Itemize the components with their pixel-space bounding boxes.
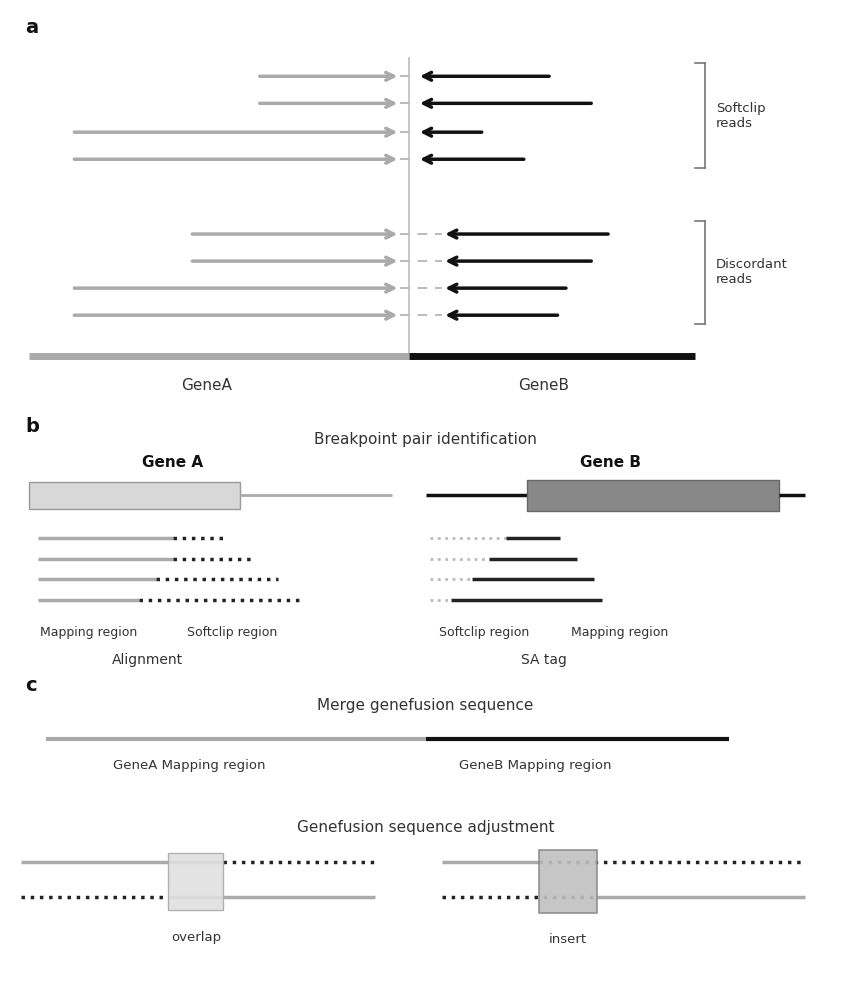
Text: Discordant
reads: Discordant reads (717, 258, 788, 286)
Text: GeneB Mapping region: GeneB Mapping region (459, 759, 611, 772)
Text: SA tag: SA tag (521, 653, 567, 667)
Text: Genefusion sequence adjustment: Genefusion sequence adjustment (297, 820, 554, 835)
Bar (527, 480, 780, 511)
Bar (540, 850, 597, 913)
Bar (168, 853, 223, 910)
Text: Breakpoint pair identification: Breakpoint pair identification (314, 432, 537, 447)
Text: b: b (26, 417, 39, 436)
Text: Gene A: Gene A (142, 455, 203, 470)
Bar (30, 482, 240, 509)
Text: c: c (26, 676, 37, 695)
Text: Merge genefusion sequence: Merge genefusion sequence (317, 698, 534, 713)
Text: Softclip
reads: Softclip reads (717, 102, 766, 130)
Text: a: a (26, 18, 38, 37)
Text: GeneB: GeneB (518, 378, 569, 393)
Text: Mapping region: Mapping region (571, 626, 668, 639)
Text: GeneA Mapping region: GeneA Mapping region (113, 759, 266, 772)
Text: Mapping region: Mapping region (40, 626, 137, 639)
Text: Gene B: Gene B (580, 455, 642, 470)
Text: insert: insert (549, 933, 587, 946)
Text: Softclip region: Softclip region (186, 626, 277, 639)
Text: overlap: overlap (171, 931, 221, 944)
Text: Softclip region: Softclip region (439, 626, 529, 639)
Text: GeneA: GeneA (181, 378, 231, 393)
Text: Alignment: Alignment (111, 653, 183, 667)
